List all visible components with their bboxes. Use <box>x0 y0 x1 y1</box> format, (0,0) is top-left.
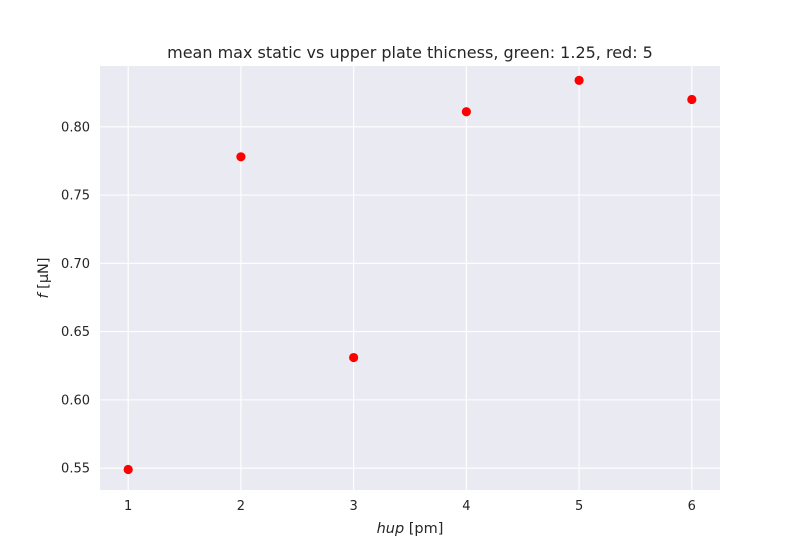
y-tick-label: 0.70 <box>61 257 90 272</box>
grid <box>100 66 720 490</box>
y-tick-label: 0.65 <box>61 325 90 340</box>
x-axis-var: hup <box>377 521 405 537</box>
data-point <box>349 352 359 363</box>
x-tick-label: 3 <box>349 499 357 514</box>
y-tick-label: 0.80 <box>61 120 90 135</box>
x-tick-label: 1 <box>124 499 132 514</box>
data-point <box>461 107 471 117</box>
data-point <box>574 75 584 85</box>
data-point <box>687 94 697 105</box>
y-tick-label: 0.60 <box>61 393 90 408</box>
data-points <box>123 75 697 475</box>
x-tick-label: 5 <box>575 499 583 514</box>
x-tick-label: 6 <box>688 499 696 514</box>
y-axis-var: f <box>36 292 52 299</box>
y-tick-label: 0.55 <box>61 462 90 477</box>
x-tick-label: 4 <box>462 499 470 514</box>
y-tick-labels: 0.55 0.60 0.65 0.70 0.75 0.80 <box>61 120 90 476</box>
data-point <box>123 464 133 475</box>
y-axis-label: f [μN] <box>36 257 52 298</box>
x-tick-labels: 1 2 3 4 5 6 <box>124 499 696 514</box>
data-point <box>236 152 246 162</box>
x-axis-unit: [pm] <box>404 521 443 537</box>
chart-title: mean max static vs upper plate thicness,… <box>167 43 653 62</box>
x-axis-label: hup [pm] <box>377 521 444 537</box>
x-tick-label: 2 <box>237 499 245 514</box>
y-axis-unit: [μN] <box>36 257 52 293</box>
y-tick-label: 0.75 <box>61 189 90 204</box>
plot-area <box>100 66 720 490</box>
